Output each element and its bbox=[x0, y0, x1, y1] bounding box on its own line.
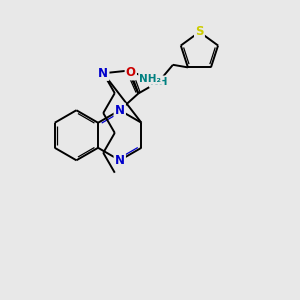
Text: N: N bbox=[115, 104, 125, 117]
Text: N: N bbox=[99, 68, 108, 78]
Text: S: S bbox=[195, 26, 204, 38]
Text: N: N bbox=[98, 67, 108, 80]
Text: N: N bbox=[115, 105, 124, 115]
Text: N: N bbox=[115, 154, 125, 167]
Text: NH: NH bbox=[150, 77, 167, 87]
Text: O: O bbox=[126, 66, 136, 79]
Text: NH₂: NH₂ bbox=[140, 74, 160, 84]
Text: NH: NH bbox=[151, 77, 167, 87]
Text: NH₂: NH₂ bbox=[139, 74, 161, 84]
Text: N: N bbox=[115, 155, 124, 165]
Text: S: S bbox=[195, 27, 203, 37]
Text: O: O bbox=[126, 68, 136, 78]
